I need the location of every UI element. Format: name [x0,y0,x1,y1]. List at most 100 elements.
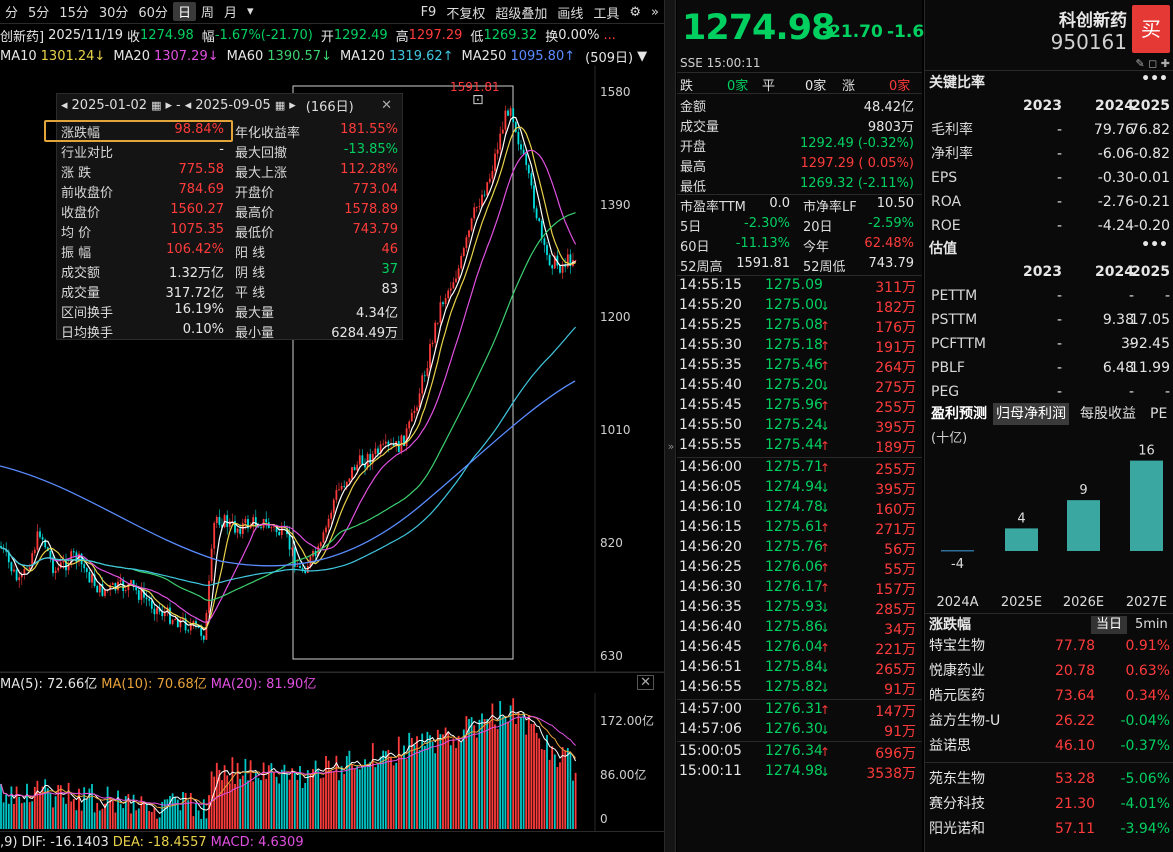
arrow-down-icon: ↓ [820,481,831,495]
quote-value: 1297.29 ( 0.05%) [800,156,914,171]
stat-label: 最低价 [235,226,275,241]
info-panel: 科创新药 950161 买 ✎ ◻ ✚ 关键比率 ••• 2023 2024 202… [924,0,1173,852]
toolbar-item[interactable]: 超级叠加 [495,6,548,22]
tick-volume: 34万 [884,622,916,638]
period-tab[interactable]: 60分 [138,6,168,21]
close-icon[interactable]: ✕ [637,675,654,690]
mover-row[interactable]: 益方生物-U 26.22 -0.04% [925,709,1173,734]
forecast-tab[interactable]: PE [1150,406,1168,422]
movers-title: 涨跌幅 [925,614,1173,636]
period-tab[interactable]: 日 [172,2,196,21]
divider [677,699,922,700]
period-tab[interactable]: 5分 [28,6,50,21]
tick-time: 14:55:25 [679,317,742,333]
turnover-label: 换 [545,29,559,45]
next-end-icon[interactable]: ▸ [289,97,296,113]
stat-label: 收盘价 [61,206,101,221]
ma-menu-icon[interactable]: ▼ [637,48,648,64]
marker-icon[interactable]: ⊡ [472,92,484,108]
open-value: 1292.49 [333,27,388,43]
forecast-tab[interactable]: 归母净利润 [993,403,1069,425]
volume-header: MA(5): 72.66亿 MA(10): 70.68亿 MA(20): 81.… [0,672,664,692]
quote-label: 20日 [803,220,833,235]
kline-panel[interactable]: 分 5分 15分 30分 60分日周月 ▾ F9 不复权 超级叠加 画线 工具 ⚙ » 创新药] 202… [0,0,664,852]
tick-price: 1275.86 [765,619,823,635]
more-dots[interactable]: ... [603,27,616,43]
tick-time: 14:55:45 [679,397,742,413]
calendar-icon[interactable]: ▦ [274,98,286,112]
ratio-value: - [1056,194,1062,210]
forecast-tabs[interactable]: 盈利预测 归母净利润 每股收益 PE [925,403,1173,425]
tick-time: 14:56:45 [679,639,742,655]
prev-start-icon[interactable]: ◂ [61,97,68,113]
ratio-row: PEG - - - [925,380,1173,404]
arrow-up-icon: ↑ [820,561,831,575]
tab-today[interactable]: 当日 [1091,616,1128,634]
tick-price: 1274.94 [765,479,823,495]
candlestick-chart[interactable]: 1591.81⊡ [0,66,664,672]
tick-time: 14:55:50 [679,417,742,433]
mover-row[interactable]: 悦康药业 20.78 0.63% [925,659,1173,684]
ratio-value: - [1056,122,1062,138]
period-tab[interactable]: 分 [5,6,19,21]
more-icon[interactable]: ••• [1141,71,1168,87]
ma-days[interactable]: (509日) [585,50,634,66]
mover-row[interactable]: 苑东生物 53.28 -5.06% [925,767,1173,792]
mover-row[interactable]: 赛分科技 21.30 -4.01% [925,792,1173,817]
forecast-tab[interactable]: 盈利预测 [931,406,987,422]
stat-value: 37 [381,262,398,277]
toolbar-item[interactable]: 画线 [557,6,584,22]
mover-change: 0.34% [1125,688,1170,704]
ma-line [0,149,577,623]
mover-row[interactable]: 特宝生物 77.78 0.91% [925,634,1173,659]
quote-value: 0.0 [769,196,790,211]
expand-icon[interactable]: » [667,440,675,453]
end-date[interactable]: 2025-09-05 [195,97,271,113]
forecast-tab[interactable]: 每股收益 [1080,406,1136,422]
quote-value: 62.48% [864,236,914,251]
more-icon[interactable]: ••• [1141,237,1168,253]
mover-change: 0.91% [1125,638,1170,654]
period-tab[interactable]: 15分 [59,6,89,21]
turnover-value: 0.00% [558,27,600,43]
toolbar-item[interactable]: 不复权 [446,6,486,22]
period-tab[interactable]: 30分 [98,6,129,21]
toolbar-item[interactable]: ⚙ [629,4,642,20]
ma120-value: 1319.62↑ [388,48,454,64]
start-date[interactable]: 2025-01-02 [71,97,148,113]
panel-icons[interactable]: ✎ ◻ ✚ [1135,57,1170,70]
buy-button[interactable]: 买 [1132,5,1170,53]
period-tab[interactable]: 月 [223,6,237,21]
range-selection[interactable] [292,85,514,660]
ratio-value: 79.76 [1093,122,1134,138]
toolbar-item[interactable]: » [651,4,659,20]
candles [0,105,577,644]
tick-row: 14:56:45 1276.04 ↑ 221万 [677,639,922,659]
mover-row[interactable]: 益诺思 46.10 -0.37% [925,734,1173,759]
panel-splitter[interactable]: » [664,0,676,852]
toolbar-item[interactable]: F9 [420,4,437,20]
calendar-icon[interactable]: ▦ [151,98,162,112]
period-tab[interactable]: ▾ [246,4,254,19]
stat-label: 阴 线 [235,266,266,281]
tab-5min[interactable]: 5min [1135,617,1168,632]
period-tab[interactable]: 周 [200,6,214,21]
volume-chart[interactable] [0,693,664,831]
tick-time: 14:55:35 [679,357,742,373]
next-start-icon[interactable]: ▸ [165,97,173,113]
ma250-value: 1095.80↑ [510,48,576,64]
range-stats-popup[interactable]: ◂ 2025-01-02 ▦ ▸ - ◂ 2025-09-05 ▦ ▸ (166… [44,93,403,341]
ratio-row: 净利率 - -6.06 -0.82 [925,142,1173,166]
tick-time: 14:56:00 [679,459,742,475]
arrow-up-icon: ↑ [820,541,831,555]
ratio-value: - [1164,288,1170,304]
close-icon[interactable]: ✕ [381,97,392,113]
quote-label: 最低 [680,180,707,195]
mover-row[interactable]: 阳光诺和 57.11 -3.94% [925,817,1173,842]
high-value: 1297.29 [408,27,463,43]
mover-row[interactable]: 皓元医药 73.64 0.34% [925,684,1173,709]
toolbar-item[interactable]: 工具 [593,6,620,22]
tick-volume: 91万 [884,724,916,740]
tick-row: 14:56:51 1275.84 ↓ 265万 [677,659,922,679]
prev-end-icon[interactable]: ◂ [184,97,192,113]
